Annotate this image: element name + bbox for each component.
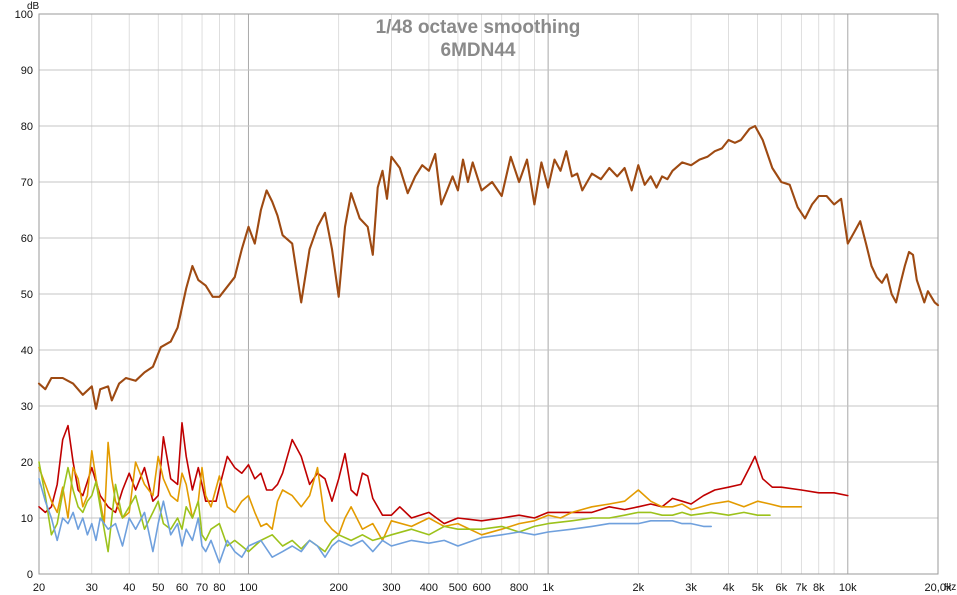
y-tick-label: 30: [21, 401, 33, 413]
y-tick-label: 10: [21, 513, 33, 525]
x-tick-label: 40: [123, 582, 135, 594]
y-tick-label: 80: [21, 121, 33, 133]
y-unit-label: dB: [27, 1, 40, 12]
x-tick-label: 50: [152, 582, 164, 594]
x-tick-label: 60: [176, 582, 188, 594]
x-tick-label: 300: [382, 582, 400, 594]
x-tick-label: 6k: [775, 582, 787, 594]
x-tick-label: 400: [420, 582, 438, 594]
x-tick-label: 3k: [685, 582, 697, 594]
y-tick-label: 50: [21, 289, 33, 301]
x-tick-label: 100: [239, 582, 257, 594]
x-tick-label: 2k: [633, 582, 645, 594]
x-tick-label: 7k: [796, 582, 808, 594]
x-tick-label: 5k: [752, 582, 764, 594]
y-tick-label: 60: [21, 233, 33, 245]
series-line-2: [38, 421, 849, 525]
plot-frame: [38, 13, 939, 575]
x-tick-label: 30: [86, 582, 98, 594]
y-tick-label: 40: [21, 345, 33, 357]
x-tick-label: 8k: [813, 582, 825, 594]
y-tick-label: 0: [27, 569, 33, 581]
x-tick-label: 600: [472, 582, 490, 594]
x-tick-label: 20,0k: [925, 582, 952, 594]
x-tick-label: 10k: [839, 582, 857, 594]
series-line-5: [38, 477, 713, 564]
y-tick-label: 70: [21, 177, 33, 189]
series-line-1: [37, 124, 940, 410]
x-tick-label: 200: [329, 582, 347, 594]
y-tick-label: 90: [21, 65, 33, 77]
x-tick-label: 1k: [542, 582, 554, 594]
series-line-3: [38, 441, 803, 542]
y-tick-labels: 0 10 20 30 40 50 60 70 80 90 100: [15, 9, 33, 581]
x-tick-label: 4k: [723, 582, 735, 594]
y-tick-label: 100: [15, 9, 33, 21]
x-tick-label: 80: [213, 582, 225, 594]
x-unit-label: Hz: [944, 582, 956, 593]
chart-subtitle: 6MDN44: [441, 40, 516, 61]
series-layer: [37, 124, 940, 564]
y-tick-label: 20: [21, 457, 33, 469]
x-tick-label: 500: [449, 582, 467, 594]
x-tick-labels: 20 30 40 50 60 70 80 100 200 300 400 500 600 800 1k 2k 3…: [33, 582, 952, 594]
x-tick-label: 800: [510, 582, 528, 594]
x-tick-label: 70: [196, 582, 208, 594]
x-tick-label: 20: [33, 582, 45, 594]
grid-major: [39, 14, 938, 574]
chart-title: 1/48 octave smoothing: [376, 17, 581, 38]
